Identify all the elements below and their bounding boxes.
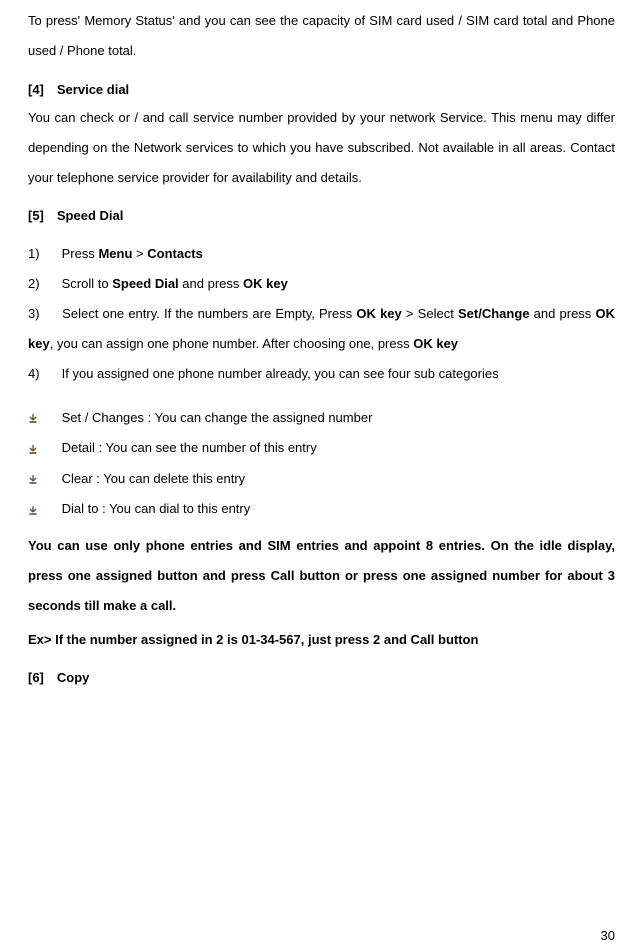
bullet-icon — [28, 434, 58, 464]
step-4: If you assigned one phone number already… — [28, 359, 615, 389]
step-3-mid2: and press — [530, 306, 596, 321]
step-2: Scroll to Speed Dial and press OK key — [28, 269, 615, 299]
page-number: 30 — [601, 928, 615, 943]
step-3: Select one entry. If the numbers are Emp… — [28, 299, 615, 359]
speed-dial-steps: Press Menu > Contacts Scroll to Speed Di… — [28, 239, 615, 388]
bullet-1-text: Set / Changes : You can change the assig… — [62, 410, 373, 425]
step-2-ok: OK key — [243, 276, 288, 291]
bullet-set-changes: Set / Changes : You can change the assig… — [28, 403, 615, 434]
speed-dial-example: Ex> If the number assigned in 2 is 01-34… — [28, 625, 615, 655]
step-1-mid: > — [132, 246, 147, 261]
page: To press' Memory Status' and you can see… — [0, 0, 639, 949]
bullet-clear: Clear : You can delete this entry — [28, 464, 615, 495]
bullet-detail: Detail : You can see the number of this … — [28, 433, 615, 464]
bullet-3-text: Clear : You can delete this entry — [62, 471, 246, 486]
step-2-pre: Scroll to — [62, 276, 113, 291]
step-3-mid3: , you can assign one phone number. After… — [50, 336, 414, 351]
step-3-setchange: Set/Change — [458, 306, 530, 321]
step-1-menu: Menu — [98, 246, 132, 261]
step-3-ok1: OK key — [356, 306, 401, 321]
step-2-mid: and press — [179, 276, 243, 291]
section-6-heading: [6] Copy — [28, 670, 615, 685]
step-1: Press Menu > Contacts — [28, 239, 615, 269]
intro-paragraph: To press' Memory Status' and you can see… — [28, 6, 615, 66]
step-1-contacts: Contacts — [147, 246, 203, 261]
speed-dial-note: You can use only phone entries and SIM e… — [28, 531, 615, 621]
step-3-ok3: OK key — [413, 336, 458, 351]
speed-dial-subcategories: Set / Changes : You can change the assig… — [28, 403, 615, 525]
bullet-4-text: Dial to : You can dial to this entry — [62, 501, 251, 516]
step-1-pre: Press — [62, 246, 99, 261]
bullet-2-text: Detail : You can see the number of this … — [62, 440, 317, 455]
bullet-icon — [28, 465, 58, 495]
section-4-body: You can check or / and call service numb… — [28, 103, 615, 193]
bullet-icon — [28, 495, 58, 525]
step-3-mid1: > Select — [402, 306, 458, 321]
step-4-text: If you assigned one phone number already… — [62, 366, 499, 381]
bullet-icon — [28, 404, 58, 434]
bullet-dial-to: Dial to : You can dial to this entry — [28, 494, 615, 525]
step-3-pre: Select one entry. If the numbers are Emp… — [62, 306, 356, 321]
section-5-heading: [5] Speed Dial — [28, 208, 615, 223]
section-4-heading: [4] Service dial — [28, 82, 615, 97]
step-2-speed-dial: Speed Dial — [112, 276, 178, 291]
